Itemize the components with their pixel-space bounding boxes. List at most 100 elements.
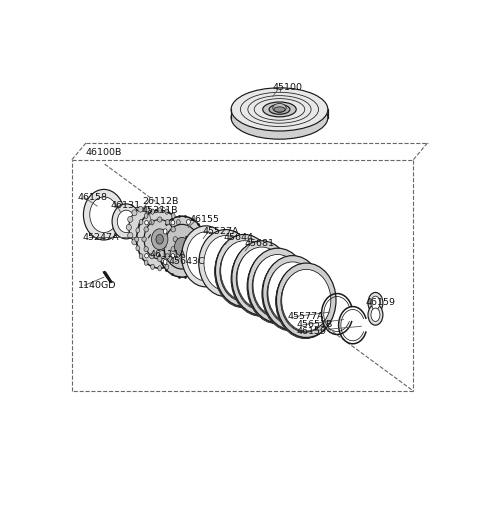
Ellipse shape (150, 210, 156, 216)
Ellipse shape (155, 216, 160, 222)
Ellipse shape (136, 246, 140, 251)
Ellipse shape (187, 269, 190, 274)
Ellipse shape (155, 232, 160, 238)
Ellipse shape (186, 232, 225, 281)
Text: 46155: 46155 (190, 215, 219, 225)
Ellipse shape (136, 228, 140, 233)
Text: 26112B: 26112B (142, 197, 178, 206)
Text: 45527A: 45527A (202, 227, 239, 235)
Ellipse shape (177, 219, 180, 225)
Ellipse shape (282, 269, 331, 331)
Ellipse shape (150, 254, 154, 259)
Ellipse shape (199, 230, 252, 297)
Ellipse shape (150, 239, 156, 245)
Ellipse shape (164, 225, 200, 269)
Ellipse shape (132, 239, 137, 245)
Text: 45643C: 45643C (168, 258, 205, 266)
Ellipse shape (163, 260, 167, 265)
Ellipse shape (263, 102, 296, 117)
Ellipse shape (237, 248, 286, 310)
Ellipse shape (173, 236, 178, 242)
Ellipse shape (231, 242, 290, 316)
Ellipse shape (248, 248, 307, 322)
Ellipse shape (112, 204, 140, 239)
Ellipse shape (165, 209, 168, 214)
Ellipse shape (158, 216, 206, 277)
Ellipse shape (180, 246, 183, 251)
Ellipse shape (84, 190, 124, 240)
Ellipse shape (371, 308, 380, 321)
Ellipse shape (171, 253, 175, 258)
Ellipse shape (267, 263, 317, 324)
Text: 46100B: 46100B (85, 148, 121, 157)
Ellipse shape (263, 255, 322, 330)
Ellipse shape (221, 241, 267, 300)
Ellipse shape (237, 247, 286, 309)
Ellipse shape (144, 219, 175, 259)
Ellipse shape (158, 208, 162, 213)
Text: 46159: 46159 (296, 327, 326, 336)
Ellipse shape (171, 247, 176, 252)
Ellipse shape (132, 210, 137, 216)
Ellipse shape (144, 213, 148, 218)
Ellipse shape (129, 209, 158, 246)
Text: 46131: 46131 (110, 200, 140, 210)
Ellipse shape (144, 227, 148, 232)
Ellipse shape (231, 96, 328, 139)
Ellipse shape (142, 236, 146, 242)
Ellipse shape (220, 242, 267, 301)
Ellipse shape (269, 105, 290, 114)
Ellipse shape (90, 197, 118, 233)
Ellipse shape (231, 88, 328, 131)
Text: 45577A: 45577A (288, 312, 324, 321)
Ellipse shape (201, 244, 204, 249)
Ellipse shape (276, 263, 336, 337)
Ellipse shape (137, 210, 183, 268)
Text: 45681: 45681 (244, 239, 274, 248)
Ellipse shape (165, 264, 168, 269)
Ellipse shape (181, 226, 230, 287)
Ellipse shape (180, 228, 183, 233)
Ellipse shape (187, 219, 190, 225)
Ellipse shape (128, 232, 133, 238)
Ellipse shape (253, 254, 302, 316)
Ellipse shape (186, 238, 190, 240)
Ellipse shape (157, 217, 162, 222)
Ellipse shape (171, 227, 176, 232)
Ellipse shape (144, 220, 148, 225)
Ellipse shape (171, 220, 175, 225)
Ellipse shape (252, 255, 301, 317)
Text: 45100: 45100 (273, 82, 303, 92)
Ellipse shape (138, 220, 149, 234)
Ellipse shape (368, 293, 383, 313)
Ellipse shape (152, 229, 168, 250)
Ellipse shape (262, 256, 322, 331)
Ellipse shape (126, 225, 132, 230)
Ellipse shape (156, 234, 163, 244)
Text: 46159: 46159 (365, 298, 395, 307)
Text: 45247A: 45247A (83, 232, 119, 242)
Ellipse shape (276, 264, 335, 339)
Ellipse shape (128, 216, 133, 222)
Ellipse shape (171, 260, 175, 265)
Ellipse shape (273, 104, 286, 112)
Ellipse shape (232, 241, 291, 315)
Text: 45644: 45644 (224, 232, 253, 242)
Ellipse shape (368, 304, 383, 325)
Ellipse shape (281, 270, 330, 332)
Ellipse shape (165, 219, 170, 225)
Ellipse shape (144, 243, 150, 248)
Ellipse shape (215, 235, 272, 308)
Ellipse shape (165, 254, 170, 259)
Ellipse shape (135, 236, 139, 242)
Ellipse shape (144, 260, 148, 265)
Ellipse shape (276, 264, 336, 338)
Ellipse shape (274, 107, 285, 112)
Ellipse shape (247, 249, 307, 324)
Ellipse shape (144, 253, 148, 258)
Ellipse shape (151, 209, 155, 214)
Ellipse shape (247, 249, 307, 323)
Ellipse shape (139, 219, 143, 225)
Text: 46158: 46158 (78, 193, 108, 202)
Ellipse shape (157, 256, 162, 262)
